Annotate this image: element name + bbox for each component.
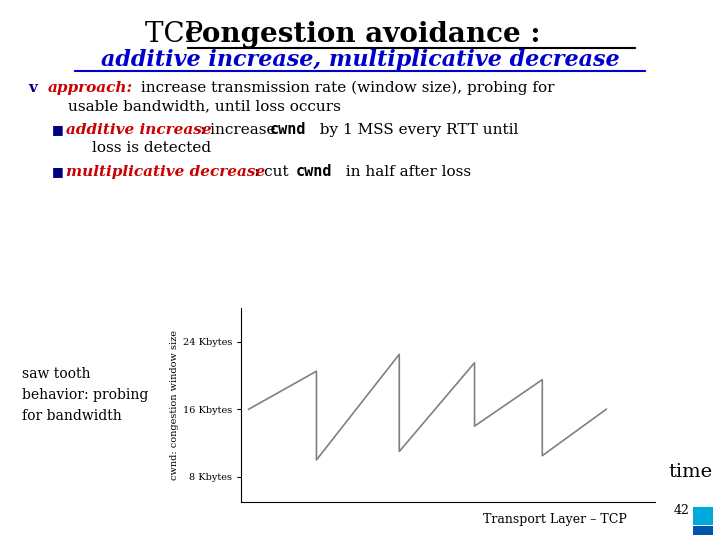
Text: 42: 42 (674, 503, 690, 516)
Text: cwnd: cwnd (296, 165, 333, 179)
Text: ■: ■ (52, 165, 64, 179)
Bar (693, 507, 713, 525)
Text: saw tooth
behavior: probing
for bandwidth: saw tooth behavior: probing for bandwidt… (22, 367, 148, 423)
Text: : cut: : cut (254, 165, 294, 179)
Text: additive increase, multiplicative decrease: additive increase, multiplicative decrea… (101, 49, 619, 71)
Text: Transport Layer – TCP: Transport Layer – TCP (483, 514, 627, 526)
Text: loss is detected: loss is detected (92, 141, 211, 155)
Text: : increase: : increase (200, 123, 280, 137)
Text: v: v (28, 81, 37, 95)
Text: increase transmission rate (window size), probing for: increase transmission rate (window size)… (136, 81, 554, 95)
Text: in half after loss: in half after loss (336, 165, 471, 179)
Text: TCP: TCP (145, 22, 212, 49)
Text: additive increase: additive increase (66, 123, 212, 137)
Bar (693, 526, 713, 535)
Text: congestion avoidance :: congestion avoidance : (185, 22, 541, 49)
Text: cwnd: cwnd (270, 123, 307, 138)
Text: time: time (668, 463, 712, 481)
Text: multiplicative decrease: multiplicative decrease (66, 165, 265, 179)
Text: approach:: approach: (48, 81, 133, 95)
Y-axis label: cwnd: congestion window size: cwnd: congestion window size (170, 330, 179, 480)
Text: usable bandwidth, until loss occurs: usable bandwidth, until loss occurs (68, 99, 341, 113)
Text: by 1 MSS every RTT until: by 1 MSS every RTT until (310, 123, 518, 137)
Text: ■: ■ (52, 124, 64, 137)
